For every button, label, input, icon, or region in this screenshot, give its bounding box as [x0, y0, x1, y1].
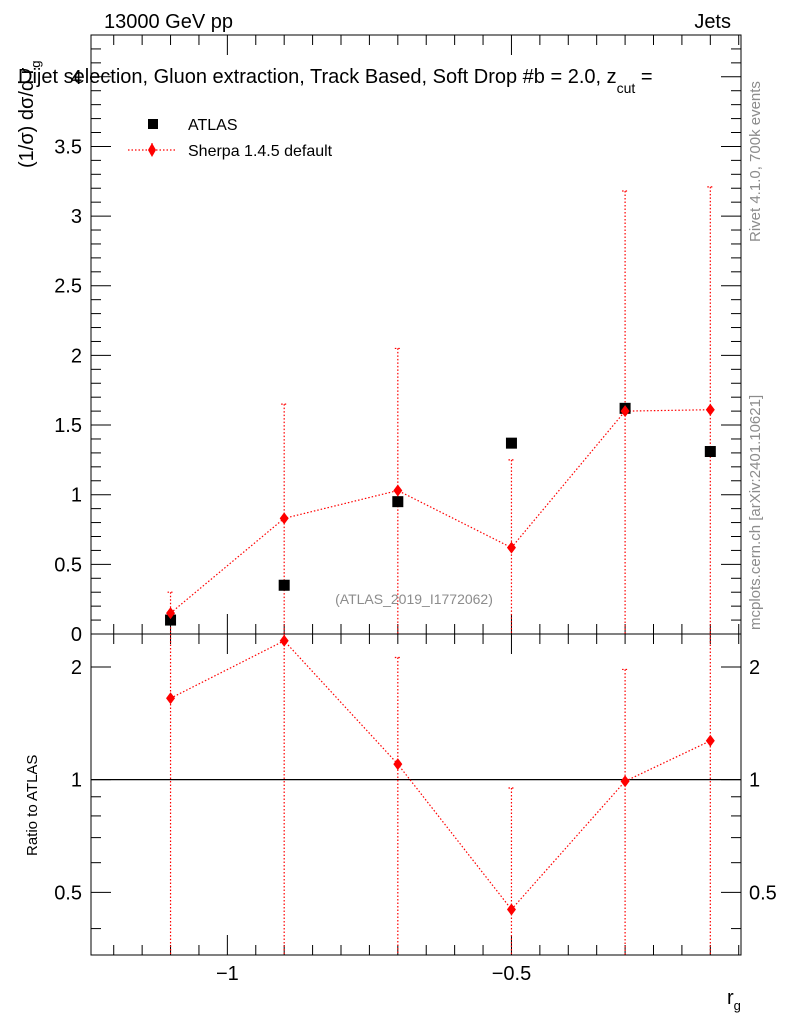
legend-sherpa-marker [148, 143, 156, 157]
ratio-y-tick-label-right: 1 [749, 770, 760, 792]
main-y-tick-label: 4 [71, 67, 82, 89]
main-y-tick-label: 0 [71, 624, 82, 646]
main-y-tick-label: 1 [71, 485, 82, 507]
main-y-tick-label: 2 [71, 345, 82, 367]
x-tick-label: −1 [216, 963, 239, 985]
legend-atlas-label: ATLAS [188, 117, 238, 134]
main-y-tick-label: 3 [71, 206, 82, 228]
data-point [505, 437, 517, 449]
header-right: Jets [694, 11, 731, 33]
header-left: 13000 GeV pp [104, 11, 233, 33]
ratio-line [170, 640, 711, 911]
data-point [165, 614, 177, 626]
mc-point [705, 403, 715, 416]
plot-title-end: = [635, 66, 652, 88]
main-panel-marks [165, 186, 716, 634]
x-tick-label: −0.5 [492, 963, 531, 985]
ratio-panel-marks [91, 634, 741, 955]
mc-point [620, 405, 630, 418]
ratio-point [279, 634, 289, 647]
ratio-panel-frame [90, 633, 742, 956]
ratio-y-tick-label-right: 0.5 [749, 882, 777, 904]
data-point [278, 579, 290, 591]
rivet-version-text: Rivet 4.1.0, 700k events [747, 81, 764, 242]
mc-point [166, 607, 176, 620]
x-axis-label-sub: g [734, 998, 741, 1013]
data-point [392, 496, 404, 508]
main-y-axis-label: (1/σ) dσ/d rg [16, 61, 43, 169]
ratio-y-tick-label: 0.5 [54, 882, 82, 904]
ratio-y-tick-label: 2 [71, 657, 82, 679]
ratio-point [506, 903, 516, 916]
mc-point [279, 512, 289, 525]
main-y-tick-label: 3.5 [54, 136, 82, 158]
mc-point [393, 484, 403, 497]
ratio-point [393, 758, 403, 771]
legend-sherpa-label: Sherpa 1.4.5 default [188, 143, 333, 160]
main-y-axis-label-text: (1/σ) dσ/d r [16, 67, 38, 168]
mc-line [170, 409, 711, 614]
ratio-y-axis-label: Ratio to ATLAS [24, 755, 41, 856]
ratio-point [705, 734, 715, 747]
mcplots-credit-text: mcplots.cern.ch [arXiv:2401.10621] [747, 395, 764, 630]
ratio-y-tick-label-right: 2 [749, 657, 760, 679]
x-axis-label: rg [727, 987, 741, 1013]
ratio-point [620, 775, 630, 788]
legend: ATLAS Sherpa 1.4.5 default [128, 117, 333, 160]
plot-title-sub: cut [617, 80, 636, 96]
mc-point [506, 541, 516, 554]
x-axis-label-text: r [727, 987, 734, 1009]
main-y-tick-label: 0.5 [54, 554, 82, 576]
plot-title-main: Dijet selection, Gluon extraction, Track… [18, 66, 617, 88]
plot-title: Dijet selection, Gluon extraction, Track… [18, 66, 653, 96]
legend-atlas-marker [148, 119, 158, 129]
main-y-tick-label: 2.5 [54, 276, 82, 298]
main-y-tick-label: 1.5 [54, 415, 82, 437]
ratio-point [166, 692, 176, 705]
ratio-y-tick-label: 1 [71, 770, 82, 792]
main-y-axis-label-sub: g [28, 61, 43, 68]
analysis-watermark: (ATLAS_2019_I1772062) [335, 591, 493, 607]
data-point [704, 446, 716, 458]
axes-ticks: 0 0.5 1 1.5 2 2.5 3 3.5 4 −1 −0.5 0.5 0.5 1 1 2 2 [54, 34, 777, 985]
